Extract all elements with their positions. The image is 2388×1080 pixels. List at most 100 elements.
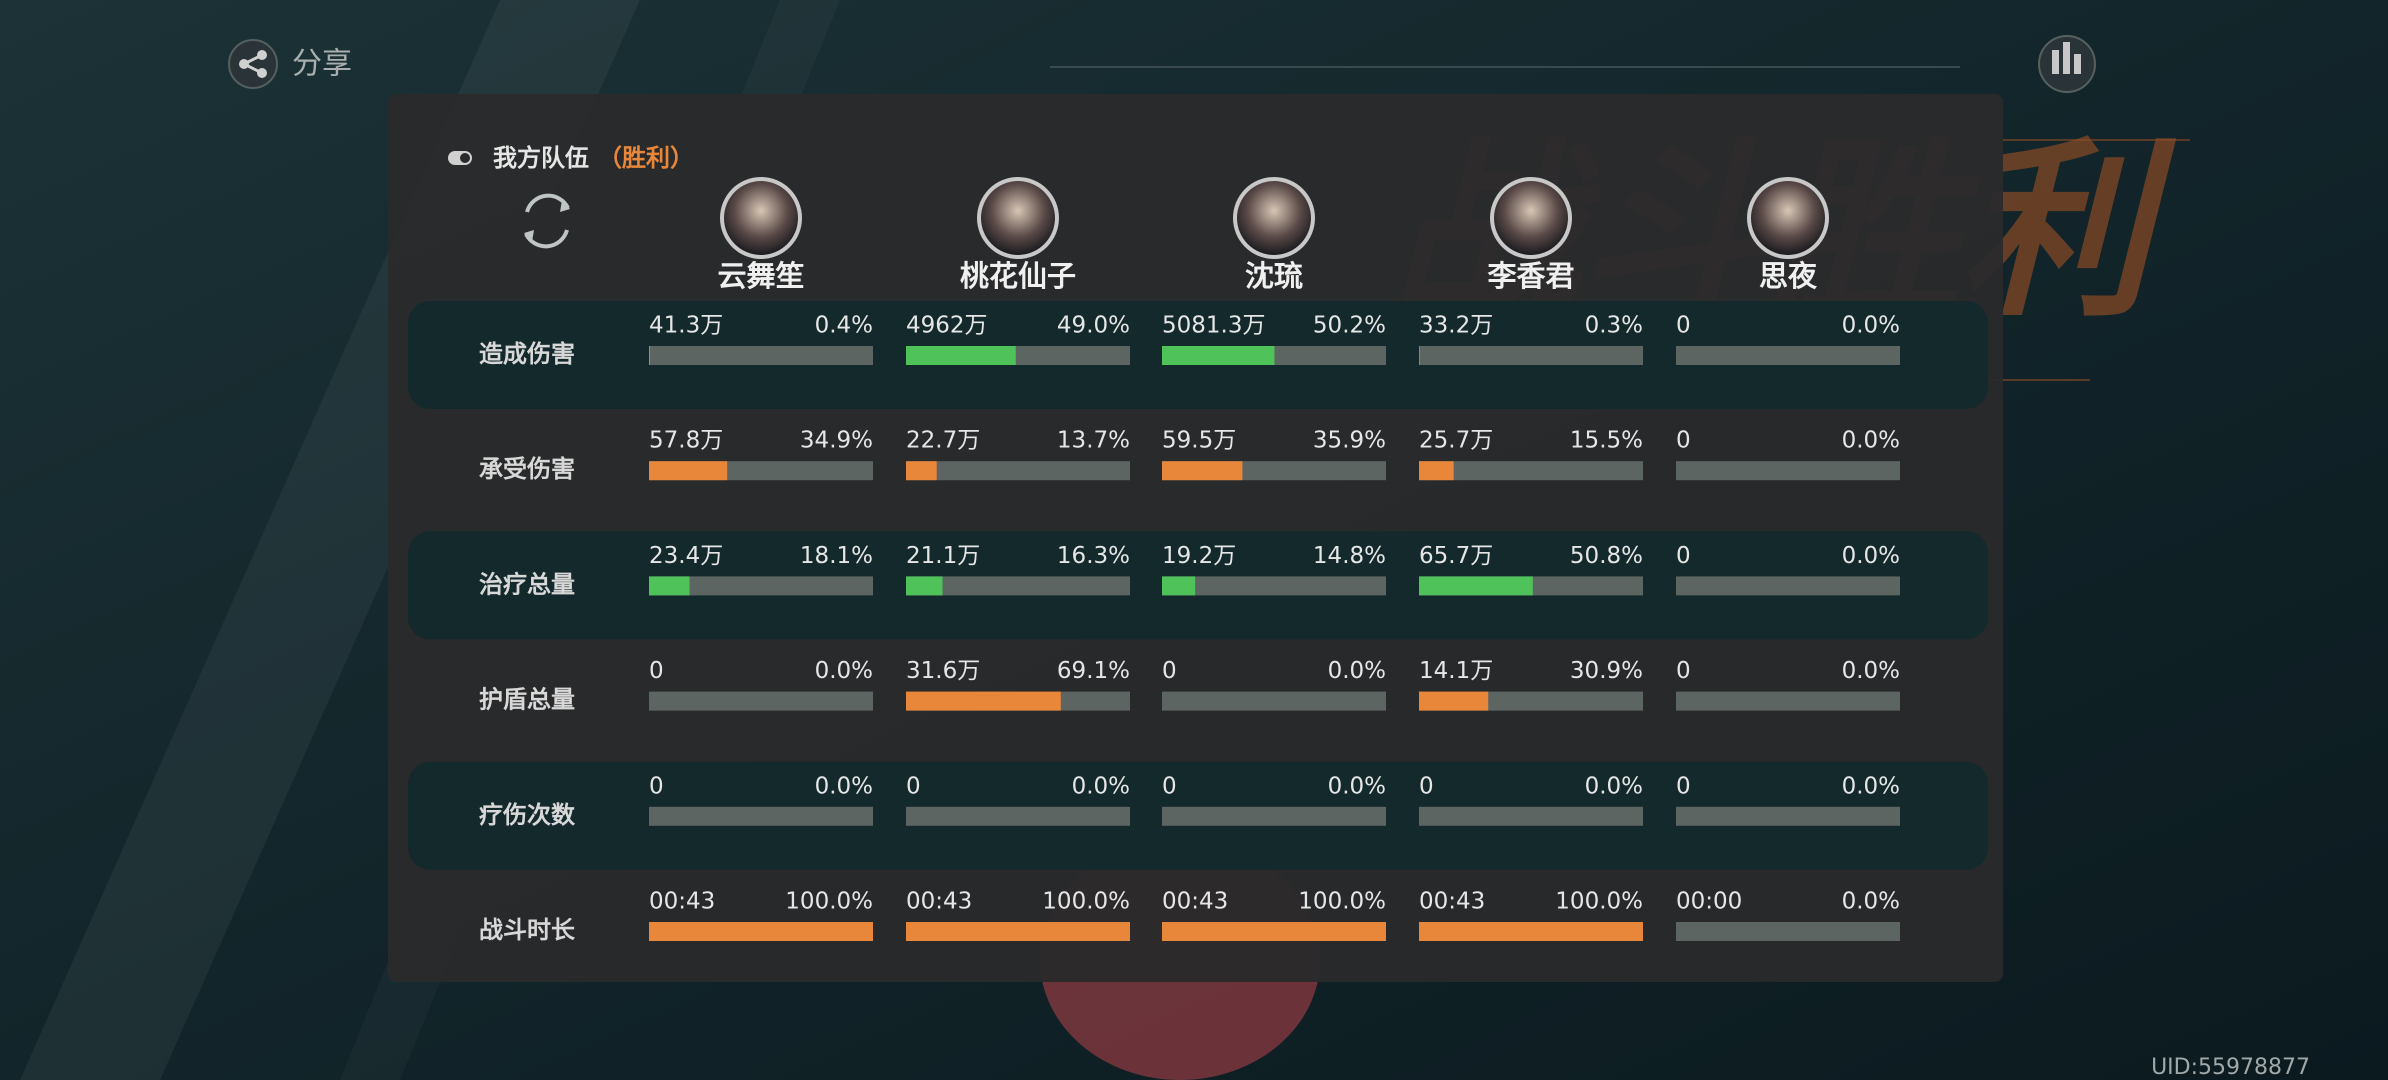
cell-percent: 0.0% [1842,773,1900,799]
cell-value: 00:43 [1419,889,1485,915]
bar-fill [649,461,728,481]
bar-track [1419,461,1643,481]
cell-value: 0 [649,658,664,684]
cell-value: 0 [1162,773,1177,799]
cell-value: 31.6万 [906,658,980,684]
cell-value: 00:43 [906,889,972,915]
team-result: （胜利） [598,144,694,172]
cell-percent: 0.0% [1328,773,1386,799]
bar-track [1162,576,1386,596]
cell-percent: 0.0% [1842,889,1900,915]
cell-value: 00:43 [1162,889,1228,915]
bar-fill [1419,922,1643,941]
bar-fill [649,576,690,596]
cell-value: 4962万 [906,313,988,339]
cell-value: 0 [1162,658,1177,684]
row-label: 治疗总量 [479,570,575,598]
share-label[interactable]: 分享 [292,47,352,82]
row-label: 造成伤害 [479,340,575,368]
bar-fill [649,922,873,941]
cell-percent: 0.3% [1585,313,1643,339]
cell-percent: 13.7% [1057,428,1130,454]
bar-track [649,576,873,596]
cell-percent: 0.0% [1842,658,1900,684]
cell-value: 0 [1419,773,1434,799]
switch-button[interactable] [524,193,570,249]
bar-track [1676,691,1900,711]
cell-value: 0 [1676,428,1691,454]
cell-percent: 0.0% [815,773,873,799]
bar-track [649,691,873,711]
bar-track [1162,691,1386,711]
cell-percent: 49.0% [1057,313,1130,339]
cell-percent: 15.5% [1570,428,1643,454]
bar-track [1676,346,1900,365]
share-button[interactable]: 分享 [228,39,352,89]
cell-percent: 0.0% [815,658,873,684]
cell-value: 19.2万 [1162,543,1236,569]
stats-button[interactable] [2038,35,2096,93]
avatar [724,181,798,255]
stats-icon-bar [2074,54,2081,74]
bar-fill [906,346,1016,365]
bar-track [1419,806,1643,826]
cell-percent: 100.0% [785,889,873,915]
cell-value: 0 [1676,543,1691,569]
cell-value: 59.5万 [1162,428,1236,454]
bar-track [1419,346,1643,365]
cell-percent: 0.0% [1842,313,1900,339]
row-label: 护盾总量 [479,686,575,714]
cell-value: 0 [649,773,664,799]
cell-percent: 0.4% [815,313,873,339]
bar-fill [1162,576,1196,596]
row-label: 疗伤次数 [479,801,576,829]
cell-value: 65.7万 [1419,543,1493,569]
cell-value: 41.3万 [649,313,723,339]
cell-percent: 16.3% [1057,543,1130,569]
bar-track [906,461,1130,481]
cell-value: 14.1万 [1419,658,1493,684]
cell-percent: 50.2% [1313,313,1386,339]
cell-percent: 0.0% [1585,773,1643,799]
cell-percent: 0.0% [1842,543,1900,569]
cell-percent: 0.0% [1328,658,1386,684]
bar-fill [906,691,1061,711]
bar-fill [906,576,943,596]
character-name: 沈琉 [1245,259,1303,293]
bar-track [1676,806,1900,826]
stats-icon-bar [2052,50,2059,74]
cell-value: 0 [906,773,921,799]
character-name: 云舞笙 [717,259,804,293]
character-name: 李香君 [1487,259,1574,293]
toggle-knob [460,153,470,163]
cell-value: 25.7万 [1419,428,1493,454]
bar-track [1162,806,1386,826]
cell-percent: 30.9% [1570,658,1643,684]
share-icon-line [243,53,263,75]
cell-percent: 100.0% [1555,889,1643,915]
cell-percent: 18.1% [800,543,873,569]
cell-value: 00:43 [649,889,715,915]
bar-fill [906,922,1130,941]
bar-track [1676,576,1900,596]
share-icon[interactable] [228,39,278,89]
cell-value: 00:00 [1676,889,1742,915]
avatar [981,181,1055,255]
avatar [1494,181,1568,255]
cell-value: 21.1万 [906,543,980,569]
avatar [1751,181,1825,255]
team-title: 我方队伍 [493,144,589,172]
cell-percent: 0.0% [1072,773,1130,799]
cell-value: 57.8万 [649,428,723,454]
character-name: 思夜 [1759,259,1818,293]
cell-percent: 35.9% [1313,428,1386,454]
cell-percent: 34.9% [800,428,873,454]
cell-value: 0 [1676,658,1691,684]
bar-track [906,806,1130,826]
cell-value: 33.2万 [1419,313,1493,339]
refresh-arrow [524,200,570,242]
row-label: 承受伤害 [479,455,575,483]
